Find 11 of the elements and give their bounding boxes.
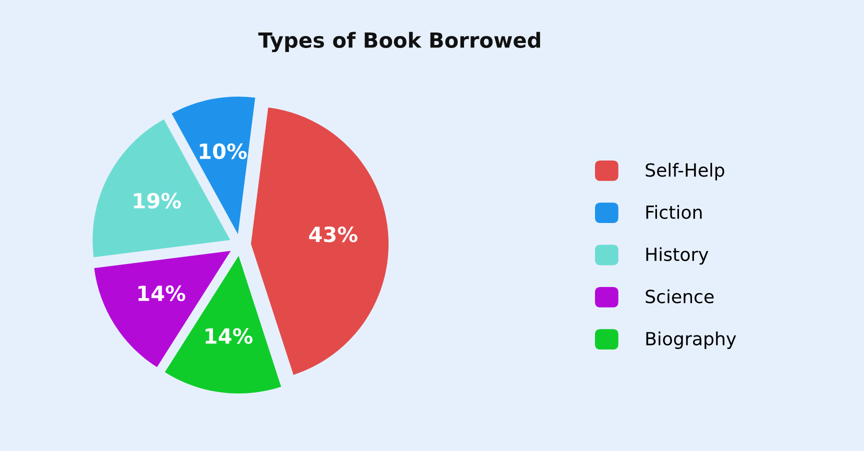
legend-label: History [646, 247, 708, 265]
data-label: 19% [134, 192, 181, 209]
legend-label: Self-Help [646, 162, 724, 180]
legend-label: Science [646, 289, 714, 304]
data-label: 14% [206, 328, 253, 344]
data-label: 43% [309, 226, 358, 242]
data-label: 10% [200, 143, 247, 160]
legend-label: Biography [646, 332, 736, 349]
legend-label: Fiction [646, 205, 702, 220]
data-label: 14% [138, 285, 186, 302]
chart-title: Types of Book Borrowed [258, 32, 540, 52]
